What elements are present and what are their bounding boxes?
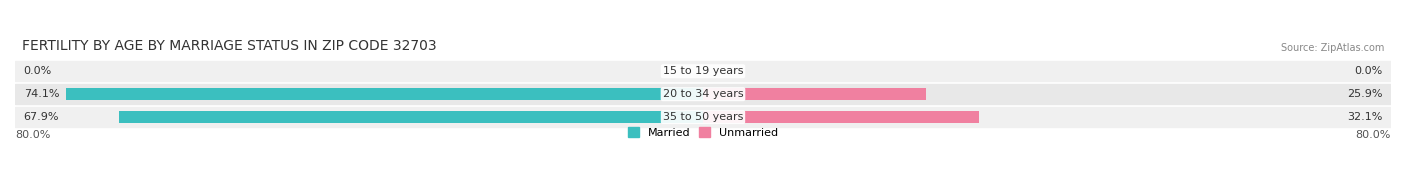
Text: 74.1%: 74.1% (24, 89, 59, 99)
Text: 35 to 50 years: 35 to 50 years (662, 112, 744, 122)
Text: 80.0%: 80.0% (15, 130, 51, 140)
Text: 20 to 34 years: 20 to 34 years (662, 89, 744, 99)
Text: 0.0%: 0.0% (24, 66, 52, 76)
Bar (15, 84, 1391, 104)
Legend: Married, Unmarried: Married, Unmarried (623, 123, 783, 142)
Text: FERTILITY BY AGE BY MARRIAGE STATUS IN ZIP CODE 32703: FERTILITY BY AGE BY MARRIAGE STATUS IN Z… (22, 39, 436, 53)
Text: 0.0%: 0.0% (1354, 66, 1382, 76)
Bar (703, 88, 925, 100)
Bar (120, 111, 703, 123)
Text: 15 to 19 years: 15 to 19 years (662, 66, 744, 76)
Text: Source: ZipAtlas.com: Source: ZipAtlas.com (1281, 43, 1384, 53)
Bar (15, 107, 1391, 127)
Bar (703, 111, 979, 123)
Bar (15, 62, 1391, 81)
Text: 32.1%: 32.1% (1347, 112, 1382, 122)
Text: 67.9%: 67.9% (24, 112, 59, 122)
Text: 25.9%: 25.9% (1347, 89, 1382, 99)
Text: 80.0%: 80.0% (1355, 130, 1391, 140)
Bar (66, 88, 703, 100)
